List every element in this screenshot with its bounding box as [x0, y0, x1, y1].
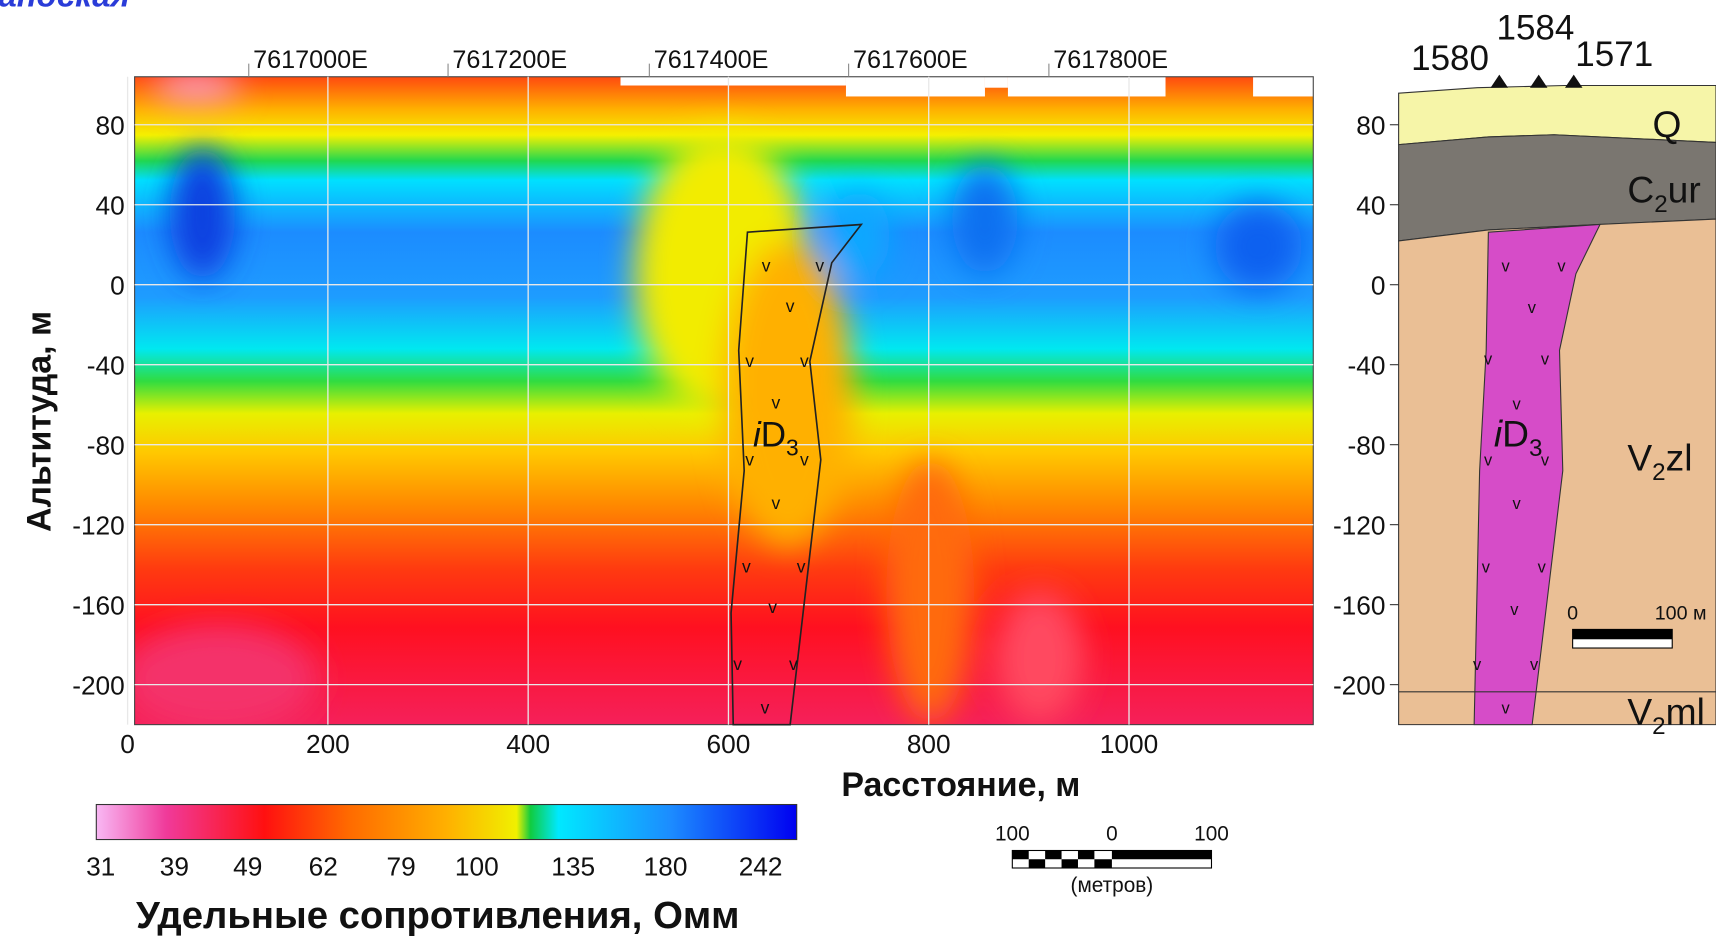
y-tick-label: 80: [1356, 111, 1385, 141]
svg-text:v: v: [742, 557, 751, 577]
y-tick-label: -120: [1333, 511, 1386, 541]
y-tick-label: 0: [1371, 271, 1386, 301]
x-tick-label: 600: [707, 729, 751, 759]
colorbar-tick-label: 62: [309, 852, 338, 882]
label-sub: 2: [1654, 191, 1667, 218]
station-label: 1571: [1575, 35, 1653, 74]
svg-text:v: v: [1512, 395, 1521, 413]
y-axis-label: Альтитуда, м: [20, 311, 58, 532]
y-tick-label: -80: [1348, 431, 1386, 461]
figure: ландская vvv vvv vvv vvv vvv: [0, 0, 1716, 936]
label-sub: 3: [1529, 435, 1542, 462]
svg-text:v: v: [772, 392, 781, 412]
colorbar-tick-label: 242: [739, 852, 783, 882]
label-tail: ml: [1666, 691, 1705, 733]
svg-text:v: v: [1484, 451, 1493, 469]
unit-label: V2ml: [1627, 691, 1705, 740]
top-tick-label: 7617800E: [1053, 46, 1168, 74]
label-main: Q: [1653, 103, 1682, 145]
svg-text:v: v: [1510, 601, 1519, 619]
top-tick-label: 7617400E: [654, 46, 769, 74]
svg-text:v: v: [1512, 495, 1521, 513]
scale-bar: [1012, 850, 1211, 868]
svg-text:v: v: [1530, 656, 1539, 674]
y-tick-label: 40: [96, 191, 125, 221]
svg-text:v: v: [768, 597, 777, 617]
svg-text:v: v: [1538, 559, 1547, 577]
y-tick-label: -120: [72, 511, 125, 541]
svg-text:v: v: [800, 449, 809, 469]
scale-label: 100: [995, 823, 1030, 846]
x-tick-label: 1000: [1100, 729, 1158, 759]
top-tick-label: 7617200E: [452, 46, 567, 74]
colorbar-tick-label: 79: [386, 852, 415, 882]
svg-text:v: v: [789, 654, 798, 674]
colorbar-tick-label: 135: [551, 852, 595, 882]
top-tick-label: 7617000E: [253, 46, 368, 74]
label-main: D: [761, 416, 786, 455]
colorbar-tick-label: 180: [644, 852, 688, 882]
svg-text:v: v: [733, 654, 742, 674]
svg-text:v: v: [1557, 258, 1566, 276]
y-tick-label: 80: [96, 111, 125, 141]
y-tick-label: 40: [1356, 191, 1385, 221]
label-sub: 2: [1652, 459, 1665, 486]
x-tick-label: 200: [306, 729, 350, 759]
y-tick-label: -160: [1333, 591, 1386, 621]
colorbar-tick-label: 100: [455, 852, 499, 882]
colorbar-tick-label: 49: [233, 852, 262, 882]
x-tick-label: 0: [120, 729, 135, 759]
svg-text:v: v: [1484, 351, 1493, 369]
svg-text:v: v: [761, 698, 770, 718]
colorbar-tick-label: 31: [86, 852, 115, 882]
geology-scale-label: 100 м: [1655, 603, 1707, 625]
y-tick-label: -40: [87, 351, 125, 381]
scale-unit: (метров): [1071, 874, 1154, 897]
svg-text:v: v: [1502, 258, 1511, 276]
label-main: V: [1627, 437, 1652, 479]
x-tick-label: 800: [907, 729, 951, 759]
svg-text:v: v: [772, 493, 781, 513]
scale-label: 100: [1194, 823, 1229, 846]
y-tick-label: -80: [87, 431, 125, 461]
label-tail: ur: [1668, 169, 1701, 211]
label-sub: 2: [1652, 713, 1665, 740]
label-sub: 3: [786, 434, 799, 460]
label-tail: zl: [1666, 437, 1693, 479]
x-tick-label: 400: [506, 729, 550, 759]
label-main: C: [1627, 169, 1654, 211]
x-axis-label: Расстояние, м: [841, 766, 1080, 804]
colorbar: [96, 805, 796, 840]
colorbar-tick-label: 39: [160, 852, 189, 882]
geology-scale-label: 0: [1567, 603, 1578, 625]
y-tick-label: -160: [72, 591, 125, 621]
svg-text:v: v: [1482, 559, 1491, 577]
svg-text:v: v: [1473, 656, 1482, 674]
svg-text:v: v: [800, 351, 809, 371]
scale-label: 0: [1106, 823, 1118, 846]
svg-text:v: v: [1502, 700, 1511, 718]
svg-text:v: v: [1541, 351, 1550, 369]
svg-text:v: v: [815, 256, 824, 276]
colorbar-title: Удельные сопротивления, Омм: [136, 894, 740, 936]
svg-text:v: v: [797, 557, 806, 577]
figure-title: ландская: [0, 0, 130, 14]
station-label: 1580: [1411, 39, 1489, 78]
svg-text:v: v: [762, 256, 771, 276]
label-main: D: [1502, 413, 1529, 455]
svg-text:v: v: [1528, 299, 1537, 317]
station-label: 1584: [1496, 9, 1574, 48]
y-tick-label: 0: [110, 271, 125, 301]
y-tick-label: -40: [1348, 351, 1386, 381]
y-tick-label: -200: [72, 670, 125, 700]
resistivity-map: [120, 72, 1318, 733]
unit-label: Q: [1653, 103, 1682, 145]
top-tick-label: 7617600E: [853, 46, 968, 74]
label-main: V: [1627, 691, 1652, 733]
svg-text:v: v: [786, 296, 795, 316]
y-tick-label: -200: [1333, 670, 1386, 700]
svg-text:v: v: [745, 351, 754, 371]
